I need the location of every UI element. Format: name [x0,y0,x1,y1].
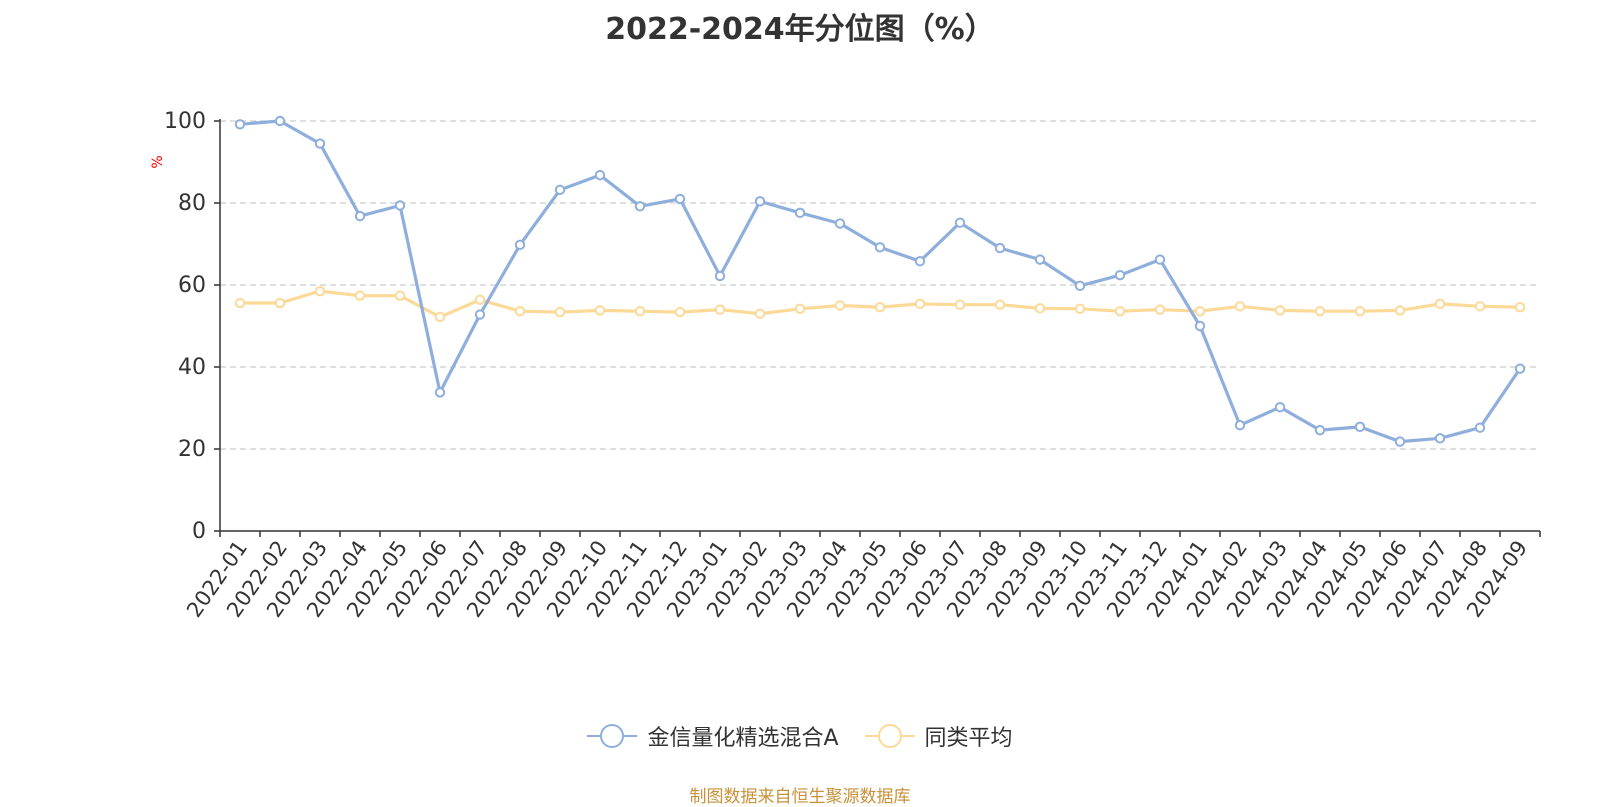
data-point-a [754,196,766,207]
data-point-b [314,285,326,297]
data-point-b [1434,298,1446,310]
data-point-b [434,311,446,323]
legend-marker-series-a-icon [587,722,638,750]
y-tick-label: 0 [192,519,206,544]
data-point-b [634,306,646,317]
data-point-a [1234,420,1246,431]
legend-marker-series-b-icon [864,722,915,750]
legend-label-series-a: 金信量化精选混合A [647,726,839,751]
data-point-a [954,217,966,228]
data-point-b [1194,306,1206,317]
data-point-a [634,201,646,212]
data-point-a [434,387,446,398]
data-point-a [1314,424,1326,436]
chart-title: 2022-2024年分位图（%） [605,12,995,47]
data-point-b [274,297,286,309]
data-point-b [1514,301,1526,313]
data-point-b [754,308,766,319]
data-point-b [554,306,566,318]
data-point-a [354,210,366,222]
data-point-b [1074,303,1086,314]
data-point-b [954,299,966,310]
data-point-a [1274,401,1286,413]
data-point-a [1034,254,1046,265]
data-point-b [1474,301,1486,312]
data-point-a [834,218,846,229]
data-point-b [594,305,606,316]
data-point-a [1194,320,1206,332]
data-point-b [1154,304,1166,315]
data-point-a [594,169,606,181]
data-point-a [1354,421,1366,433]
data-point-a [314,138,326,149]
data-point-a [274,115,286,127]
y-tick-label: 100 [164,109,206,134]
data-point-a [994,242,1006,254]
source-note: 制图数据来自恒生聚源数据库 [689,787,911,807]
data-point-a [794,207,806,219]
legend-label-series-b: 同类平均 [924,726,1013,751]
data-point-b [354,290,366,301]
data-point-a [674,193,686,205]
data-point-a [1474,422,1486,433]
data-point-b [714,304,726,315]
data-point-a [1394,436,1406,447]
data-point-a [394,200,406,211]
series-line-a [238,119,1522,444]
y-axis-label: % [150,155,166,168]
data-point-b [514,306,526,317]
data-point-a [914,256,926,267]
data-point-b [394,290,406,301]
legend-item-series-b[interactable]: 同类平均 [864,720,1013,752]
data-point-b [1234,301,1246,312]
legend: 金信量化精选混合A 同类平均 [0,720,1600,752]
y-tick-label: 20 [178,437,206,462]
data-point-b [1314,306,1326,317]
y-tick-label: 60 [178,273,206,298]
data-point-b [474,294,486,305]
data-point-a [1114,269,1126,281]
data-point-b [914,298,926,310]
data-point-b [674,306,686,318]
data-point-a [1074,280,1086,292]
data-point-a [234,119,246,130]
y-tick-label: 80 [178,191,206,216]
data-point-a [1434,433,1446,444]
data-point-b [1114,306,1126,317]
data-point-a [554,184,566,196]
data-point-a [514,239,526,251]
data-point-b [994,299,1006,310]
data-point-a [1514,363,1526,374]
data-point-b [834,300,846,311]
legend-item-series-a[interactable]: 金信量化精选混合A [587,720,839,752]
data-point-b [1354,306,1366,317]
data-point-b [874,301,886,313]
data-point-b [794,303,806,314]
data-point-b [1394,305,1406,316]
data-point-b [234,297,246,309]
data-point-b [1274,305,1286,316]
y-tick-label: 40 [178,355,206,380]
data-point-a [714,270,726,282]
data-point-a [874,242,886,253]
data-point-a [474,309,486,320]
line-chart: 020406080100%2022-012022-022022-032022-0… [150,109,1541,622]
data-point-a [1154,254,1166,265]
data-point-b [1034,303,1046,314]
